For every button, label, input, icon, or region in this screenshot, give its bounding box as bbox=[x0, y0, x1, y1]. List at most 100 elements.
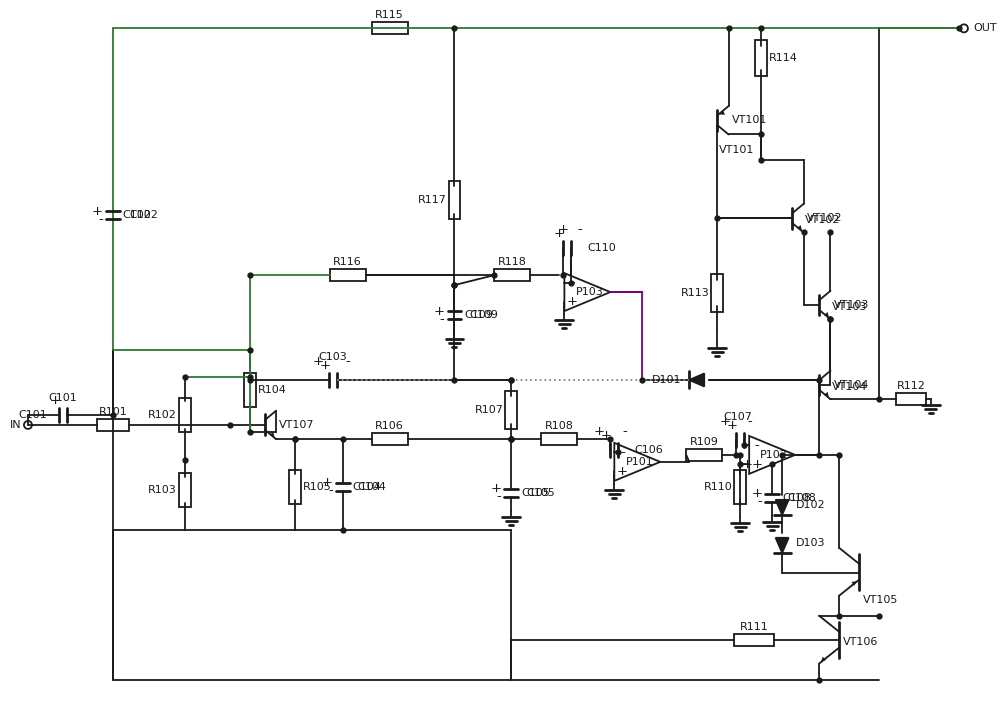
Text: +: + bbox=[752, 458, 763, 471]
Text: -: - bbox=[98, 213, 103, 226]
Bar bbox=[289, 470, 301, 504]
Text: VT101: VT101 bbox=[719, 145, 755, 155]
Text: C106: C106 bbox=[634, 445, 663, 455]
Text: R117: R117 bbox=[418, 195, 447, 205]
Text: OUT: OUT bbox=[973, 24, 997, 34]
Text: IN: IN bbox=[10, 420, 22, 430]
Text: -: - bbox=[620, 446, 625, 459]
Text: -: - bbox=[328, 484, 333, 498]
Text: +: + bbox=[434, 305, 445, 318]
Text: R104: R104 bbox=[258, 385, 287, 395]
Text: R107: R107 bbox=[475, 405, 503, 415]
Text: R101: R101 bbox=[99, 407, 127, 417]
Polygon shape bbox=[689, 373, 704, 386]
Bar bbox=[372, 433, 408, 445]
Text: VT101: VT101 bbox=[732, 115, 767, 125]
Text: R111: R111 bbox=[740, 622, 769, 632]
Text: -: - bbox=[440, 313, 445, 326]
Text: +: + bbox=[322, 476, 333, 489]
Text: C105: C105 bbox=[526, 488, 555, 498]
Text: VT102: VT102 bbox=[806, 213, 842, 223]
Bar bbox=[541, 433, 577, 445]
Text: P103: P103 bbox=[575, 287, 603, 297]
Text: D103: D103 bbox=[796, 538, 826, 548]
Text: VT103: VT103 bbox=[832, 302, 867, 312]
Polygon shape bbox=[776, 500, 789, 515]
Text: R114: R114 bbox=[769, 54, 798, 64]
Text: C102: C102 bbox=[130, 210, 159, 220]
Text: D101: D101 bbox=[652, 375, 681, 385]
Text: +: + bbox=[567, 295, 578, 308]
Text: C110: C110 bbox=[587, 243, 616, 253]
Bar bbox=[244, 373, 256, 407]
Bar bbox=[449, 181, 460, 219]
Text: -: - bbox=[345, 355, 350, 368]
Text: C109: C109 bbox=[469, 310, 498, 320]
Text: +: + bbox=[594, 425, 605, 438]
Text: R115: R115 bbox=[375, 11, 404, 21]
Text: D102: D102 bbox=[796, 500, 826, 510]
Text: -: - bbox=[570, 276, 575, 289]
Text: +: + bbox=[751, 488, 762, 501]
Text: C104: C104 bbox=[353, 482, 381, 492]
Text: +: + bbox=[554, 227, 565, 240]
Text: -: - bbox=[577, 223, 582, 236]
Text: +: + bbox=[558, 223, 569, 236]
Text: VT103: VT103 bbox=[833, 300, 869, 310]
Text: VT106: VT106 bbox=[843, 637, 878, 647]
Text: +: + bbox=[92, 205, 103, 218]
Bar bbox=[686, 449, 722, 461]
Text: C108: C108 bbox=[782, 493, 811, 503]
Text: -: - bbox=[748, 415, 753, 428]
Text: R108: R108 bbox=[545, 421, 574, 431]
Text: C101: C101 bbox=[18, 410, 47, 420]
Text: VT104: VT104 bbox=[833, 380, 869, 390]
Text: +: + bbox=[490, 483, 501, 496]
Bar bbox=[372, 22, 408, 34]
Text: R112: R112 bbox=[897, 381, 925, 391]
Text: -: - bbox=[757, 496, 762, 508]
Bar bbox=[330, 269, 366, 281]
Bar bbox=[711, 274, 723, 312]
Text: VT102: VT102 bbox=[805, 215, 841, 225]
Text: -: - bbox=[497, 491, 501, 503]
Text: +: + bbox=[741, 458, 752, 471]
Text: -: - bbox=[622, 425, 627, 438]
Bar bbox=[179, 473, 191, 507]
Text: +: + bbox=[312, 355, 323, 368]
Text: R105: R105 bbox=[303, 482, 331, 492]
Text: R109: R109 bbox=[690, 437, 719, 447]
Text: C107: C107 bbox=[724, 412, 753, 422]
Text: +: + bbox=[49, 394, 60, 407]
Text: +: + bbox=[720, 415, 731, 428]
Text: R116: R116 bbox=[333, 257, 362, 267]
Text: P102: P102 bbox=[760, 450, 788, 460]
Text: C104: C104 bbox=[358, 482, 386, 492]
Text: C108: C108 bbox=[787, 493, 816, 503]
Polygon shape bbox=[776, 538, 789, 553]
Text: C109: C109 bbox=[464, 310, 493, 320]
Text: R110: R110 bbox=[703, 482, 732, 492]
Text: C102: C102 bbox=[123, 210, 152, 220]
Text: R102: R102 bbox=[148, 410, 177, 420]
Text: VT104: VT104 bbox=[832, 382, 868, 392]
Bar bbox=[97, 419, 129, 431]
Text: R113: R113 bbox=[680, 288, 709, 298]
Text: VT107: VT107 bbox=[279, 420, 315, 430]
Bar bbox=[734, 634, 774, 645]
Text: R103: R103 bbox=[148, 485, 177, 495]
Text: R118: R118 bbox=[498, 257, 527, 267]
Text: R106: R106 bbox=[375, 421, 404, 431]
Text: +: + bbox=[319, 359, 330, 372]
Bar bbox=[494, 269, 530, 281]
Text: VT105: VT105 bbox=[863, 595, 898, 605]
Bar bbox=[505, 391, 517, 429]
Text: -: - bbox=[755, 439, 760, 452]
Bar bbox=[896, 393, 926, 406]
Bar bbox=[734, 470, 746, 504]
Bar bbox=[179, 398, 191, 432]
Text: +: + bbox=[601, 429, 612, 442]
Text: +: + bbox=[617, 465, 628, 478]
Text: P101: P101 bbox=[625, 457, 653, 467]
Text: +: + bbox=[727, 419, 738, 432]
